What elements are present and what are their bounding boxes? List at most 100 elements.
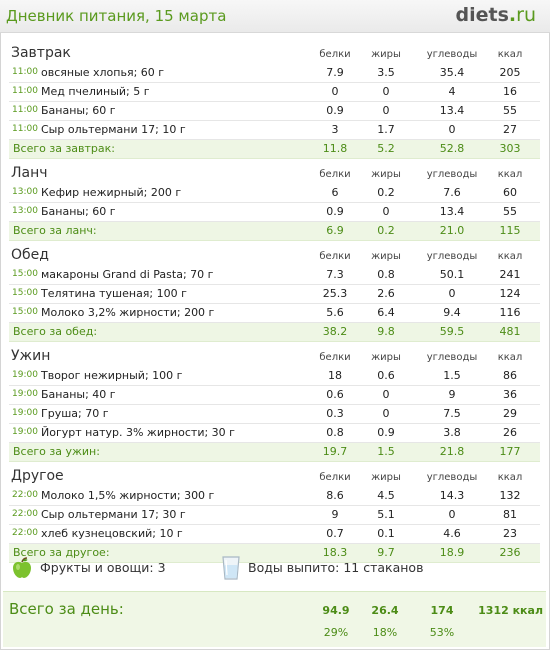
site-logo[interactable]: diets.ru: [456, 4, 536, 26]
entry-kcal: 241: [499, 268, 521, 281]
entry-protein: 9: [331, 508, 339, 521]
entry-fat: 0: [382, 407, 390, 420]
entry-time: 19:00: [12, 408, 38, 418]
entry-fat: 0.9: [377, 426, 395, 439]
entry-kcal: 29: [503, 407, 517, 420]
food-diary: Завтрак белки жиры углеводы ккал 11:00 овсяные…: [9, 45, 540, 569]
day-carbs-percent: 53%: [429, 626, 455, 639]
meal-total-label: Всего за ужин:: [13, 445, 100, 458]
entry-protein: 0.9: [326, 205, 344, 218]
entry-time: 22:00: [12, 490, 38, 500]
entry-carbs: 14.3: [439, 489, 465, 502]
meal-total-fat: 0.2: [377, 224, 395, 237]
food-entry-row[interactable]: 13:00 Кефир нежирный; 200 г 6 0.2 7.6 60: [9, 184, 540, 203]
page-title: Дневник питания, 15 марта: [6, 7, 227, 25]
column-header-fat: жиры: [371, 169, 401, 180]
entry-time: 13:00: [12, 187, 38, 197]
meal-header: Обед белки жиры углеводы ккал: [9, 247, 540, 266]
entry-fat: 0.6: [377, 369, 395, 382]
entry-kcal: 60: [503, 186, 517, 199]
food-entry-row[interactable]: 22:00 хлеб кузнецовский; 10 г 0.7 0.1 4.6 23: [9, 525, 540, 544]
entry-kcal: 36: [503, 388, 517, 401]
glass-of-water-icon: [222, 556, 240, 580]
entry-time: 19:00: [12, 389, 38, 399]
food-entry-row[interactable]: 11:00 Бананы; 60 г 0.9 0 13.4 55: [9, 102, 540, 121]
logo-name: diets: [455, 4, 509, 26]
day-total-box: Всего за день: 94.9 26.4 174 1312 ккал 2…: [3, 591, 546, 647]
entry-time: 19:00: [12, 370, 38, 380]
meal-total-label: Всего за завтрак:: [13, 142, 116, 155]
entry-protein: 0.3: [326, 407, 344, 420]
entry-fat: 1.7: [377, 123, 395, 136]
entry-time: 11:00: [12, 86, 38, 96]
entry-fat: 0: [382, 388, 390, 401]
food-entry-row[interactable]: 19:00 Груша; 70 г 0.3 0 7.5 29: [9, 405, 540, 424]
entry-carbs: 4: [448, 85, 456, 98]
entry-protein: 0.6: [326, 388, 344, 401]
food-entry-row[interactable]: 19:00 Бананы; 40 г 0.6 0 9 36: [9, 386, 540, 405]
entry-protein: 0.7: [326, 527, 344, 540]
entry-kcal: 23: [503, 527, 517, 540]
meal-total-protein: 19.7: [322, 445, 348, 458]
food-entry-row[interactable]: 22:00 Сыр ольтермани 17; 30 г 9 5.1 0 81: [9, 506, 540, 525]
food-name: Кефир нежирный; 200 г: [41, 186, 182, 199]
food-entry-row[interactable]: 22:00 Молоко 1,5% жирности; 300 г 8.6 4.5 14…: [9, 487, 540, 506]
food-name: Молоко 1,5% жирности; 300 г: [41, 489, 215, 502]
day-total-kcal: 1312 ккал: [478, 604, 543, 617]
food-entry-row[interactable]: 11:00 овсяные хлопья; 60 г 7.9 3.5 35.4 205: [9, 64, 540, 83]
entry-carbs: 9: [448, 388, 456, 401]
food-name: макароны Grand di Pasta; 70 г: [41, 268, 214, 281]
entry-carbs: 50.1: [439, 268, 465, 281]
entry-carbs: 13.4: [439, 205, 465, 218]
entry-fat: 0.8: [377, 268, 395, 281]
food-name: Йогурт натур. 3% жирности; 30 г: [41, 426, 235, 439]
food-entry-row[interactable]: 19:00 Йогурт натур. 3% жирности; 30 г 0.8 0…: [9, 424, 540, 443]
meal-header: Ланч белки жиры углеводы ккал: [9, 165, 540, 184]
meal-name: Обед: [11, 247, 49, 263]
meal-section: Обед белки жиры углеводы ккал 15:00 макароны G…: [9, 247, 540, 348]
entry-fat: 3.5: [377, 66, 395, 79]
food-entry-row[interactable]: 13:00 Бананы; 60 г 0.9 0 13.4 55: [9, 203, 540, 222]
meal-total-row: Всего за обед: 38.2 9.8 59.5 481: [9, 323, 540, 342]
meal-section: Ужин белки жиры углеводы ккал 19:00 Творог неж…: [9, 348, 540, 468]
water-drunk-count: Воды выпито: 11 стаканов: [248, 560, 424, 575]
food-name: Телятина тушеная; 100 г: [41, 287, 187, 300]
column-header-carbs: углеводы: [426, 49, 478, 60]
column-header-fat: жиры: [371, 251, 401, 262]
column-header-kcal: ккал: [497, 352, 523, 363]
entry-protein: 6: [331, 186, 339, 199]
entry-kcal: 116: [499, 306, 521, 319]
day-total-carbs: 174: [430, 604, 454, 617]
food-entry-row[interactable]: 15:00 макароны Grand di Pasta; 70 г 7.3 0.8…: [9, 266, 540, 285]
meal-name: Другое: [11, 468, 64, 484]
meal-total-protein: 38.2: [322, 325, 348, 338]
extras-bar: Фрукты и овощи: 3 Воды выпито: 11 стакан…: [10, 554, 540, 582]
meal-total-fat: 9.7: [377, 546, 395, 559]
food-name: овсяные хлопья; 60 г: [41, 66, 165, 79]
meal-header: Завтрак белки жиры углеводы ккал: [9, 45, 540, 64]
meal-total-label: Всего за ланч:: [13, 224, 97, 237]
food-entry-row[interactable]: 11:00 Сыр ольтермани 17; 10 г 3 1.7 0 27: [9, 121, 540, 140]
entry-kcal: 132: [499, 489, 521, 502]
food-name: хлеб кузнецовский; 10 г: [41, 527, 183, 540]
food-entry-row[interactable]: 15:00 Телятина тушеная; 100 г 25.3 2.6 0 124: [9, 285, 540, 304]
meal-total-row: Всего за завтрак: 11.8 5.2 52.8 303: [9, 140, 540, 159]
fruits-veggies-count: Фрукты и овощи: 3: [40, 560, 166, 575]
green-apple-icon: [13, 557, 31, 578]
column-header-fat: жиры: [371, 352, 401, 363]
column-header-carbs: углеводы: [426, 251, 478, 262]
food-entry-row[interactable]: 19:00 Творог нежирный; 100 г 18 0.6 1.5 86: [9, 367, 540, 386]
food-name: Груша; 70 г: [41, 407, 109, 420]
meal-name: Ланч: [11, 165, 48, 181]
entry-time: 19:00: [12, 427, 38, 437]
food-entry-row[interactable]: 15:00 Молоко 3,2% жирности; 200 г 5.6 6.4 9.…: [9, 304, 540, 323]
entry-fat: 0: [382, 85, 390, 98]
meal-total-fat: 9.8: [377, 325, 395, 338]
entry-protein: 25.3: [322, 287, 348, 300]
entry-protein: 3: [331, 123, 339, 136]
food-entry-row[interactable]: 11:00 Мед пчелиный; 5 г 0 0 4 16: [9, 83, 540, 102]
entry-carbs: 3.8: [443, 426, 461, 439]
entry-time: 13:00: [12, 206, 38, 216]
entry-carbs: 9.4: [443, 306, 461, 319]
meal-total-fat: 5.2: [377, 142, 395, 155]
